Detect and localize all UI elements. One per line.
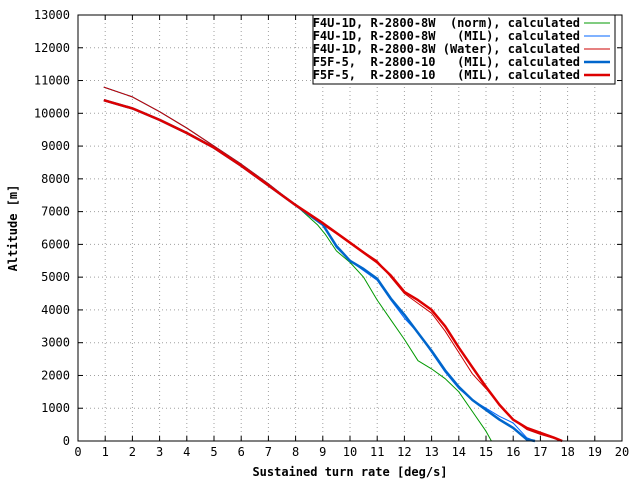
y-axis-label: Altitude [m] bbox=[6, 185, 20, 272]
x-tick-label: 3 bbox=[156, 445, 163, 459]
y-tick-label: 0 bbox=[63, 434, 70, 448]
x-tick-label: 2 bbox=[129, 445, 136, 459]
x-tick-label: 12 bbox=[397, 445, 411, 459]
series-line-1 bbox=[103, 86, 492, 442]
y-tick-label: 5000 bbox=[41, 270, 70, 284]
y-tick-label: 12000 bbox=[34, 41, 70, 55]
y-tick-label: 10000 bbox=[34, 106, 70, 120]
y-tick-label: 6000 bbox=[41, 237, 70, 251]
y-tick-label: 9000 bbox=[41, 139, 70, 153]
series-line-2 bbox=[103, 86, 536, 442]
legend-entry-label: F4U-1D, R-2800-8W (Water), calculated bbox=[313, 42, 580, 56]
series-line-4 bbox=[103, 98, 536, 443]
series-line-3 bbox=[103, 86, 563, 442]
x-axis-label: Sustained turn rate [deg/s] bbox=[252, 465, 447, 479]
legend-entry-label: F5F-5, R-2800-10 (MIL), calculated bbox=[313, 68, 580, 82]
series-lines bbox=[103, 86, 563, 443]
legend-entry-label: F4U-1D, R-2800-8W (norm), calculated bbox=[313, 16, 580, 30]
y-tick-label: 2000 bbox=[41, 368, 70, 382]
x-tick-label: 6 bbox=[238, 445, 245, 459]
x-tick-label: 10 bbox=[343, 445, 357, 459]
x-tick-label: 16 bbox=[506, 445, 520, 459]
x-tick-label: 1 bbox=[102, 445, 109, 459]
x-tick-label: 11 bbox=[370, 445, 384, 459]
y-tick-label: 7000 bbox=[41, 205, 70, 219]
y-tick-label: 11000 bbox=[34, 74, 70, 88]
x-tick-label: 17 bbox=[533, 445, 547, 459]
x-tick-label: 15 bbox=[479, 445, 493, 459]
x-tick-label: 13 bbox=[424, 445, 438, 459]
y-tick-label: 1000 bbox=[41, 401, 70, 415]
axis-ticks: 0 1 2 3 4 5 6 7 8 9 10 11 12 13 14 15 16 17 18 19 2001000200… bbox=[34, 8, 629, 459]
x-tick-label: 9 bbox=[319, 445, 326, 459]
x-tick-label: 7 bbox=[265, 445, 272, 459]
y-tick-label: 8000 bbox=[41, 172, 70, 186]
legend-box bbox=[312, 14, 616, 85]
legend-entry-label: F5F-5, R-2800-10 (MIL), calculated bbox=[313, 55, 580, 69]
legend: F4U-1D, R-2800-8W (norm), calculatedF4U-… bbox=[312, 14, 616, 85]
x-tick-label: 0 bbox=[74, 445, 81, 459]
x-tick-label: 20 bbox=[615, 445, 629, 459]
x-tick-label: 14 bbox=[452, 445, 466, 459]
y-tick-label: 4000 bbox=[41, 303, 70, 317]
x-tick-label: 5 bbox=[210, 445, 217, 459]
x-tick-label: 8 bbox=[292, 445, 299, 459]
y-tick-label: 3000 bbox=[41, 336, 70, 350]
x-tick-label: 4 bbox=[183, 445, 190, 459]
series-line-5 bbox=[103, 98, 563, 443]
y-tick-label: 13000 bbox=[34, 8, 70, 22]
x-tick-label: 18 bbox=[560, 445, 574, 459]
legend-entry-label: F4U-1D, R-2800-8W (MIL), calculated bbox=[313, 29, 580, 43]
x-tick-label: 19 bbox=[588, 445, 602, 459]
